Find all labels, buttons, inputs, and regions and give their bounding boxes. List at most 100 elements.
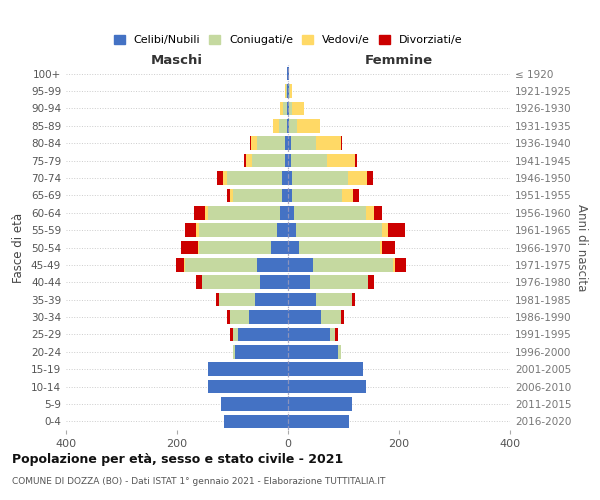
Bar xyxy=(230,188,233,202)
Bar xyxy=(227,188,230,202)
Bar xyxy=(341,136,342,150)
Bar xyxy=(380,240,382,254)
Bar xyxy=(271,240,288,254)
Bar xyxy=(288,188,292,202)
Bar xyxy=(277,224,288,237)
Bar xyxy=(288,154,291,168)
Bar xyxy=(288,206,293,220)
Bar xyxy=(292,188,343,202)
Bar xyxy=(233,345,235,358)
Bar xyxy=(235,345,288,358)
Legend: Celibi/Nubili, Coniugati/e, Vedovi/e, Divorziati/e: Celibi/Nubili, Coniugati/e, Vedovi/e, Di… xyxy=(109,30,467,50)
Bar xyxy=(199,224,277,237)
Bar xyxy=(202,276,260,289)
Bar xyxy=(280,206,288,220)
Bar xyxy=(280,102,283,115)
Bar xyxy=(322,310,341,324)
Bar xyxy=(288,328,329,341)
Bar xyxy=(227,171,283,185)
Bar xyxy=(233,188,283,202)
Bar xyxy=(181,240,198,254)
Bar xyxy=(289,84,290,98)
Bar xyxy=(216,293,218,306)
Bar xyxy=(221,397,288,410)
Bar xyxy=(227,310,230,324)
Bar xyxy=(208,362,288,376)
Bar xyxy=(367,171,373,185)
Bar xyxy=(296,224,382,237)
Bar xyxy=(288,276,310,289)
Bar xyxy=(288,414,349,428)
Bar xyxy=(353,188,359,202)
Bar xyxy=(291,154,327,168)
Bar xyxy=(299,240,380,254)
Bar xyxy=(196,276,202,289)
Bar xyxy=(286,84,287,98)
Bar xyxy=(327,154,355,168)
Bar xyxy=(176,258,184,272)
Bar xyxy=(382,224,388,237)
Bar xyxy=(244,154,247,168)
Bar xyxy=(288,102,289,115)
Text: COMUNE DI DOZZA (BO) - Dati ISTAT 1° gennaio 2021 - Elaborazione TUTTITALIA.IT: COMUNE DI DOZZA (BO) - Dati ISTAT 1° gen… xyxy=(12,478,385,486)
Bar xyxy=(388,224,404,237)
Bar xyxy=(395,258,406,272)
Bar xyxy=(313,258,394,272)
Bar xyxy=(291,136,316,150)
Text: Popolazione per età, sesso e stato civile - 2021: Popolazione per età, sesso e stato civil… xyxy=(12,452,343,466)
Y-axis label: Fasce di età: Fasce di età xyxy=(13,212,25,282)
Bar xyxy=(288,240,299,254)
Bar xyxy=(355,154,358,168)
Bar xyxy=(310,276,368,289)
Bar xyxy=(283,171,288,185)
Bar xyxy=(290,84,292,98)
Bar xyxy=(185,258,257,272)
Bar xyxy=(288,171,292,185)
Bar xyxy=(208,206,280,220)
Bar xyxy=(343,188,353,202)
Bar xyxy=(254,293,288,306)
Bar xyxy=(250,136,251,150)
Bar xyxy=(196,224,199,237)
Bar xyxy=(238,328,288,341)
Bar xyxy=(288,310,322,324)
Text: Femmine: Femmine xyxy=(365,54,433,66)
Bar xyxy=(233,328,238,341)
Bar xyxy=(198,240,199,254)
Bar xyxy=(288,362,363,376)
Bar xyxy=(208,380,288,394)
Bar xyxy=(224,414,288,428)
Bar xyxy=(252,154,285,168)
Bar xyxy=(249,310,288,324)
Bar xyxy=(293,206,366,220)
Bar xyxy=(185,224,196,237)
Bar xyxy=(292,171,348,185)
Bar xyxy=(230,328,233,341)
Bar xyxy=(288,397,352,410)
Bar xyxy=(257,258,288,272)
Bar xyxy=(288,258,313,272)
Bar xyxy=(247,154,252,168)
Bar xyxy=(287,119,288,132)
Bar xyxy=(341,310,343,324)
Bar xyxy=(335,328,338,341)
Bar xyxy=(278,119,287,132)
Bar xyxy=(288,293,316,306)
Bar xyxy=(205,206,208,220)
Bar xyxy=(184,258,185,272)
Bar xyxy=(283,188,288,202)
Bar xyxy=(288,224,296,237)
Bar xyxy=(223,171,227,185)
Bar xyxy=(394,258,395,272)
Bar xyxy=(288,380,366,394)
Bar xyxy=(218,293,254,306)
Bar xyxy=(285,154,288,168)
Bar xyxy=(289,119,298,132)
Bar xyxy=(292,102,304,115)
Y-axis label: Anni di nascita: Anni di nascita xyxy=(575,204,588,291)
Bar xyxy=(285,136,288,150)
Bar xyxy=(194,206,205,220)
Bar xyxy=(257,136,285,150)
Bar xyxy=(382,240,395,254)
Bar xyxy=(199,240,271,254)
